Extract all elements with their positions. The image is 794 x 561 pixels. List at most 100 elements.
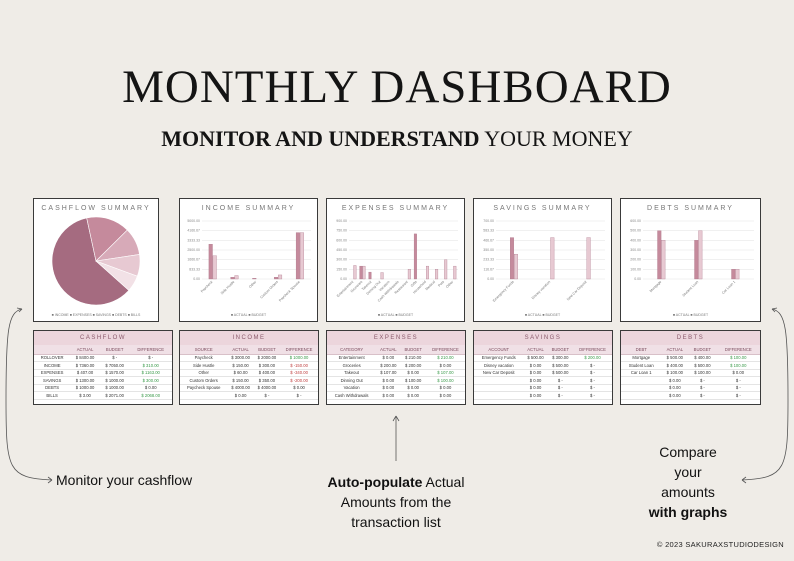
- table-cell: $ 500.00: [661, 354, 689, 362]
- debts-table-title: DEBTS: [621, 331, 760, 345]
- page-subtitle: MONITOR AND UNDERSTAND YOUR MONEY: [0, 126, 794, 152]
- table-row: $ 0.00 $ - $ -: [621, 391, 760, 400]
- table-header-cell: ACTUAL: [376, 345, 401, 355]
- debts-table-card: DEBTS DEBT ACTUAL BUDGET DIFFERENCE Mortgage…: [620, 330, 761, 405]
- table-cell: Dinning Out: [327, 376, 377, 385]
- y-tick-label: 5000.00: [187, 219, 200, 223]
- savings-bar-chart: 0.00 116.67 233.33 350.00 466.67 583.33 700.00…: [483, 219, 605, 303]
- table-cell: Side Hustle: [180, 361, 228, 370]
- table-cell: $ -: [716, 376, 760, 385]
- bar-budget: [661, 240, 666, 280]
- table-cell: $ 0.00: [523, 369, 548, 377]
- table-cell: $ 500.00: [688, 361, 717, 370]
- table-cell: New Car Deposit: [474, 369, 524, 377]
- bar-budget: [362, 265, 366, 280]
- y-tick-label: 750.00: [336, 229, 347, 233]
- bar-budget: [353, 265, 357, 280]
- table-cell: $ -200.00: [280, 376, 318, 385]
- table-row: $ 0.00 $ - $ -: [621, 376, 760, 385]
- table-cell: $ 0.00: [376, 354, 401, 362]
- cashflow-chart-title: CASHFLOW SUMMARY: [41, 205, 151, 212]
- table-header-cell: SOURCE: [180, 345, 228, 355]
- table-row: $ 0.00 $ - $ -: [474, 391, 612, 400]
- table-cell: $ 100.00: [400, 376, 426, 385]
- table-cell: $ 1000.00: [280, 354, 318, 362]
- table-cell: SAVINGS: [34, 376, 71, 385]
- table-cell: $ -: [573, 384, 612, 392]
- center-arrowhead-icon: [392, 415, 400, 422]
- table-cell: $ 107.00: [376, 369, 401, 377]
- table-cell: Emergency Funds: [474, 354, 524, 362]
- table-row: Side Hustle $ 150.00 $ 300.00 $ -150.00: [180, 361, 318, 370]
- table-cell: $ -: [573, 391, 612, 400]
- expenses-chart-legend: ■ ACTUAL ■ BUDGET: [377, 313, 414, 317]
- y-tick-label: 150.00: [336, 267, 347, 271]
- y-tick-label: 583.33: [483, 229, 494, 233]
- table-cell: Mortgage: [621, 354, 662, 362]
- table-cell: $ 1000.00: [99, 384, 130, 392]
- table-row: Takeout $ 107.00 $ 0.00 $ 107.00: [327, 369, 465, 377]
- table-cell: Disney vacation: [474, 361, 524, 370]
- table-cell: $ 0.00: [523, 376, 548, 385]
- table-cell: $ 107.00: [425, 369, 465, 377]
- table-cell: INCOME: [34, 361, 71, 370]
- table-cell: $ 7360.00: [70, 361, 100, 370]
- table-cell: $ 100.00: [688, 369, 717, 377]
- table-cell: $ 200.00: [376, 361, 401, 370]
- bar-actual: [510, 237, 514, 280]
- table-cell: $ 407.00: [70, 369, 100, 377]
- bar-actual: [657, 230, 662, 280]
- y-tick-label: 0.00: [487, 277, 494, 281]
- table-cell: $ 0.00: [661, 376, 689, 385]
- bar-actual: [368, 271, 372, 280]
- table-row: Dinning Out $ 0.00 $ 100.00 $ 100.00: [327, 376, 465, 385]
- debts-chart-card: DEBTS SUMMARY 0.00 100.00 200.00 300.00 400.…: [620, 198, 761, 322]
- table-cell: $ 0.00: [523, 391, 548, 400]
- x-tick-label: Gifts: [410, 280, 418, 288]
- table-cell: $ -: [253, 391, 281, 400]
- y-tick-label: 466.67: [483, 238, 494, 242]
- table-cell: $ -340.00: [280, 369, 318, 377]
- table-cell: Entertainment: [327, 354, 377, 362]
- table-cell: $ -: [688, 391, 717, 400]
- income-table-card: INCOME SOURCE ACTUAL BUDGET DIFFERENCE Paych…: [179, 330, 319, 405]
- savings-chart-title: SAVINGS SUMMARY: [493, 205, 592, 212]
- y-tick-label: 1666.67: [187, 258, 200, 262]
- x-tick-label: Pets: [437, 280, 445, 288]
- table-cell: $ 310.00: [129, 361, 172, 370]
- bar-actual: [413, 233, 417, 280]
- debts-chart-legend: ■ ACTUAL ■ BUDGET: [672, 313, 709, 317]
- table-row: Groceries $ 200.00 $ 200.00 $ 0.00: [327, 361, 465, 370]
- table-cell: [474, 384, 524, 392]
- table-cell: $ 500.00: [547, 369, 573, 377]
- table-row: $ 0.00 $ - $ -: [180, 391, 318, 400]
- subtitle-rest: YOUR MONEY: [479, 126, 633, 151]
- income-table-title: INCOME: [180, 331, 318, 345]
- table-cell: $ 7050.00: [99, 361, 130, 370]
- y-tick-label: 4166.67: [187, 229, 200, 233]
- right-arrow-line: [741, 308, 789, 481]
- table-header-cell: BUDGET: [688, 345, 717, 355]
- cashflow-table-card: CASHFLOW ACTUAL BUDGET DIFFERENCE ROLLOVER $…: [33, 330, 173, 405]
- table-row: Mortgage $ 500.00 $ 400.00 $ 100.00: [621, 354, 760, 362]
- bar-budget: [212, 255, 217, 280]
- bar-actual: [230, 277, 235, 280]
- y-tick-label: 500.00: [630, 229, 641, 233]
- table-row: Paycheck Spouse $ 4000.00 $ 4000.00 $ 0.00: [180, 384, 318, 392]
- table-cell: $ 210.00: [400, 354, 426, 362]
- table-cell: DEBTS: [34, 384, 71, 392]
- income-bar-chart: 0.00 833.33 1666.67 2500.00 3333.33 4166.67 50…: [187, 219, 311, 303]
- bar-budget: [435, 269, 439, 280]
- table-cell: $ 0.00: [425, 361, 465, 370]
- bar-budget: [278, 274, 283, 280]
- cashflow-chart-legend: ■ INCOME ■ EXPENSES ■ SAVINGS ■ DEBTS ■ …: [51, 313, 141, 317]
- table-row: INCOME $ 7360.00 $ 7050.00 $ 310.00: [34, 361, 172, 370]
- table-cell: $ 100.00: [716, 354, 760, 362]
- table-cell: $ 350.00: [253, 376, 281, 385]
- bar-actual: [359, 265, 363, 280]
- table-cell: $ 100.00: [425, 376, 465, 385]
- table-cell: $ 0.00: [716, 369, 760, 377]
- table-row: DEBTS $ 1000.00 $ 1000.00 $ 0.00: [34, 384, 172, 392]
- table-row: Student Loan $ 400.00 $ 500.00 $ 100.00: [621, 361, 760, 370]
- bar-actual: [208, 244, 213, 280]
